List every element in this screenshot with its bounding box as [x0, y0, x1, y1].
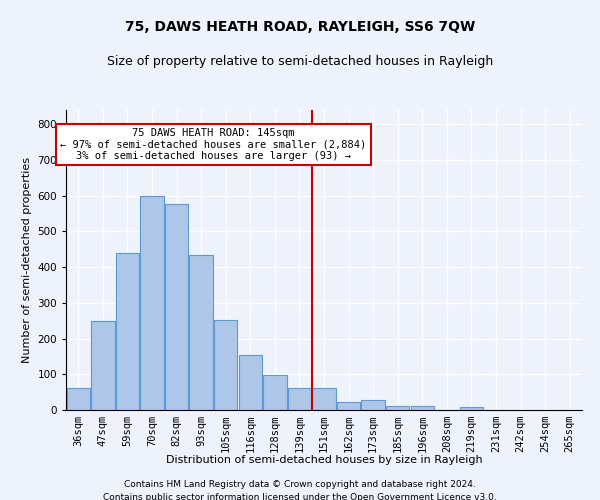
Bar	[214, 320, 238, 410]
Bar	[165, 204, 188, 410]
Bar	[91, 322, 115, 410]
Bar	[288, 388, 311, 410]
Bar	[190, 254, 213, 410]
Bar	[67, 388, 90, 410]
Bar	[140, 196, 164, 410]
Y-axis label: Number of semi-detached properties: Number of semi-detached properties	[22, 157, 32, 363]
Text: 75 DAWS HEATH ROAD: 145sqm
← 97% of semi-detached houses are smaller (2,884)
3% : 75 DAWS HEATH ROAD: 145sqm ← 97% of semi…	[61, 128, 367, 161]
Bar	[410, 406, 434, 410]
Bar	[116, 253, 139, 410]
Text: Size of property relative to semi-detached houses in Rayleigh: Size of property relative to semi-detach…	[107, 55, 493, 68]
Bar	[313, 388, 335, 410]
Bar	[263, 375, 287, 410]
Bar	[460, 407, 483, 410]
Text: Contains public sector information licensed under the Open Government Licence v3: Contains public sector information licen…	[103, 492, 497, 500]
Bar	[239, 354, 262, 410]
Bar	[337, 402, 360, 410]
X-axis label: Distribution of semi-detached houses by size in Rayleigh: Distribution of semi-detached houses by …	[166, 455, 482, 465]
Bar	[386, 406, 409, 410]
Bar	[361, 400, 385, 410]
Text: Contains HM Land Registry data © Crown copyright and database right 2024.: Contains HM Land Registry data © Crown c…	[124, 480, 476, 489]
Text: 75, DAWS HEATH ROAD, RAYLEIGH, SS6 7QW: 75, DAWS HEATH ROAD, RAYLEIGH, SS6 7QW	[125, 20, 475, 34]
